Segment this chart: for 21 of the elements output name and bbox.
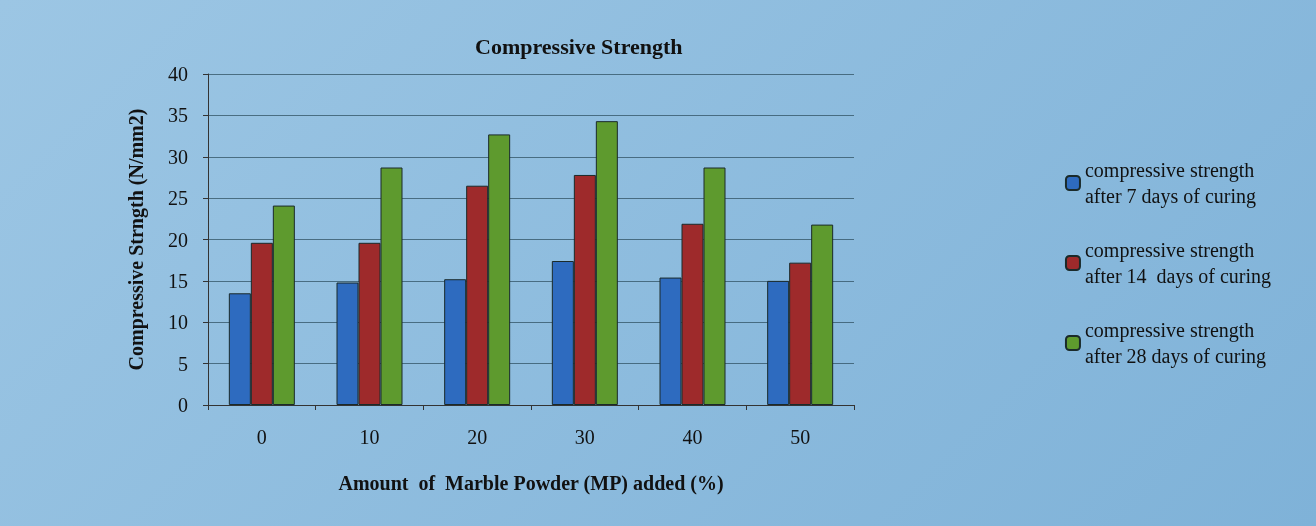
y-tick-label: 20 [168,228,188,251]
x-tick-label: 40 [682,426,703,448]
y-tick-label: 0 [178,394,188,416]
y-tick-label: 30 [168,145,188,168]
legend-label: compressive strength after 14 days of curing [1084,239,1271,288]
x-axis-title: Amount of Marble Powder (MP) added (%) [338,472,724,495]
y-tick-label: 5 [178,352,188,375]
y-tick-label: 15 [168,269,188,292]
x-tick-label: 30 [574,426,595,448]
y-tick-label: 25 [168,187,188,210]
y-tick-label: 10 [168,311,188,334]
x-tick-label: 20 [467,426,488,448]
chart-title: Compressive Strength [475,33,683,59]
x-tick-label: 0 [256,426,267,448]
y-axis-title: Compressive Strngth (N/mm2) [125,108,148,371]
y-tick-label: 35 [168,104,188,127]
legend-label: compressive strength after 7 days of curing [1084,159,1256,208]
x-tick-label: 50 [790,426,811,448]
y-tick-label: 40 [168,63,188,85]
x-tick-label: 10 [359,426,380,448]
legend-label: compressive strength after 28 days of curing [1084,319,1266,368]
